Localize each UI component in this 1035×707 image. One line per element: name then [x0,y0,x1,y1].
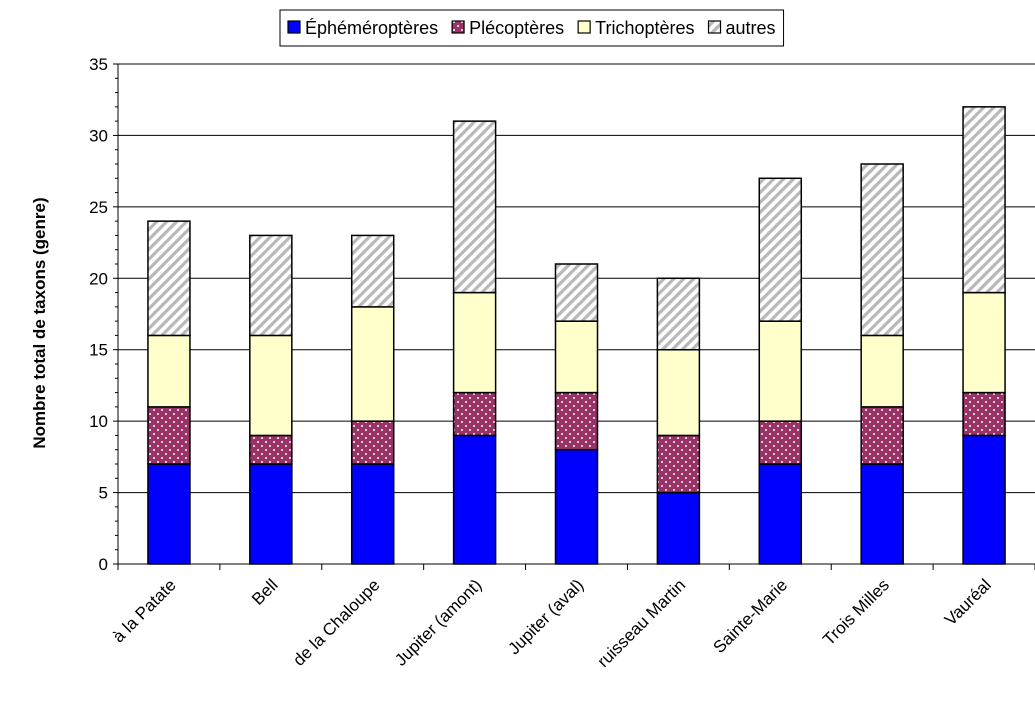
legend-swatch [451,20,465,34]
bar-segment [962,291,1006,394]
bar-segment [554,448,599,565]
bar-segment [554,263,599,322]
bar-segment [860,463,904,565]
y-tick-label: 0 [99,555,108,574]
y-tick-label: 5 [99,484,108,503]
y-tick-label: 25 [89,198,108,217]
y-axis-label: Nombre total de taxons (genre) [30,197,49,448]
bar-segment [452,434,497,565]
x-category-label: Jupiter (aval) [504,575,587,658]
bar-segment [554,391,599,451]
legend-label: Plécoptères [469,18,564,38]
legend-swatch [287,20,301,34]
bar-segment [962,434,1006,565]
y-tick-label: 35 [89,55,108,74]
legend-label: Éphéméroptères [305,18,438,38]
bar-segment [656,348,701,437]
bars [147,106,1006,565]
bar-segment [249,434,293,465]
bar-segment [147,334,191,408]
bar-segment [350,420,395,465]
bar-segment [962,106,1006,294]
bar-segment [962,391,1006,437]
y-tick-label: 20 [89,269,108,288]
bar-segment [656,434,701,494]
x-category-label: Sainte-Marie [710,575,792,657]
y-tick-label: 15 [89,341,108,360]
axes [113,63,1035,570]
bar-segment [147,463,191,565]
x-category-label: Vauréal [941,575,995,629]
bar-segment [249,463,293,565]
legend-swatch [577,20,591,34]
bar-segment [860,163,904,337]
bar-segment [758,320,803,422]
legend-label: Trichoptères [595,18,694,38]
bar-segment [350,306,395,422]
bar-segment [860,334,904,408]
x-category-label: Trois Milles [819,575,893,649]
bar-segment [758,463,803,565]
legend-swatch [707,20,722,34]
x-category-label: de la Chaloupe [289,575,383,669]
legend-box [279,9,785,47]
bar-segment [860,406,904,465]
bar-segment [656,277,701,351]
x-category-label: Bell [248,575,281,608]
x-category-label: ruisseau Martin [594,575,690,671]
bar-segment [758,420,803,465]
bar-segment [452,291,497,394]
x-category-label: à la Patate [109,575,180,646]
bar-segment [758,177,803,322]
bar-segment [554,320,599,394]
bar-segment [147,406,191,465]
x-category-label: Jupiter (amont) [391,575,485,669]
y-tick-label: 10 [89,412,108,431]
bar-segment [249,334,293,437]
bar-segment [656,491,701,565]
legend: Éphéméroptères Plécoptères Trichoptères aut… [279,9,785,47]
bar-segment [350,463,395,565]
bar-segment [249,234,293,337]
bar-segment [350,234,395,308]
legend-label: autres [726,18,776,38]
bar-segment [452,120,497,294]
bar-segment [147,220,191,337]
y-tick-label: 30 [89,126,108,145]
bar-segment [452,391,497,437]
y-tick-labels: 0 5 10 15 20 25 30 35 [89,55,108,574]
x-category-labels: à la Patate Bell de la Chaloupe Jupiter (am… [109,575,995,671]
